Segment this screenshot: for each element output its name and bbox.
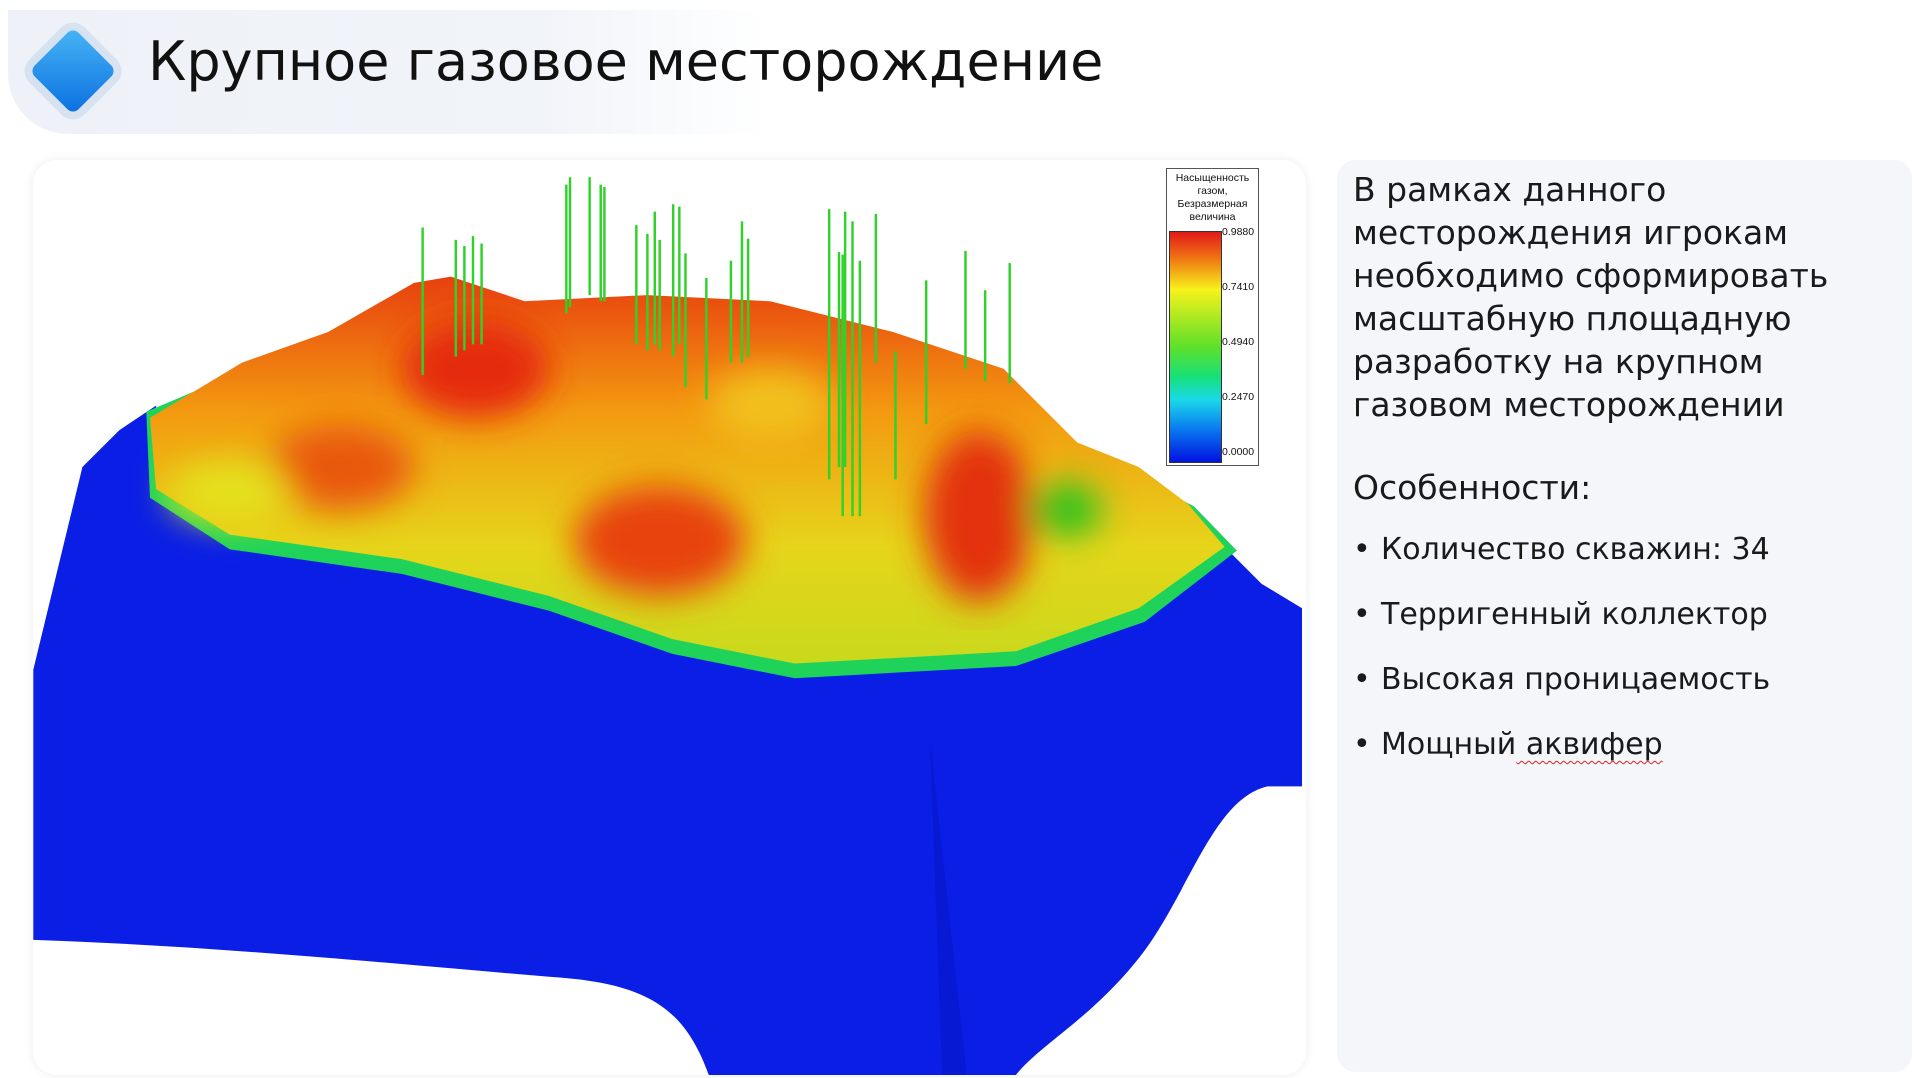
legend: Насыщенность газом, Безразмерная величин…: [1166, 168, 1259, 466]
feature-text: Мощный аквифер: [1381, 727, 1663, 762]
colorbar: [1169, 231, 1222, 463]
legend-title-line: Насыщенность: [1175, 172, 1250, 184]
legend-title: Насыщенность газом, Безразмерная величин…: [1167, 169, 1258, 224]
feature-item: Терригенный коллектор: [1353, 597, 1770, 662]
features-list: Количество скважин: 34 Терригенный коллек…: [1353, 532, 1770, 792]
header-band: [8, 10, 768, 134]
feature-text: Высокая проницаемость: [1381, 662, 1771, 697]
feature-item: Количество скважин: 34: [1353, 532, 1770, 597]
legend-tick: 0.2470: [1222, 391, 1255, 403]
legend-tick: 0.0000: [1222, 446, 1255, 458]
feature-text: Количество скважин: 34: [1381, 532, 1770, 567]
legend-title-line: Безразмерная: [1177, 198, 1248, 210]
legend-title-line: газом,: [1197, 185, 1228, 197]
features-title: Особенности:: [1353, 468, 1592, 507]
reservoir-render: [33, 177, 1303, 1075]
feature-text: Терригенный коллектор: [1381, 597, 1768, 632]
legend-tick: 0.9880: [1222, 226, 1255, 238]
legend-tick: 0.7410: [1222, 281, 1255, 293]
legend-title-line: величина: [1189, 211, 1236, 223]
slide-title: Крупное газовое месторождение: [148, 30, 1104, 93]
saturation-highlights: [168, 319, 1102, 603]
text-panel: В рамках данного месторождения игрокам н…: [1337, 160, 1912, 1072]
water-zone: [33, 405, 1303, 1075]
feature-item: Высокая проницаемость: [1353, 662, 1770, 727]
reservoir-image: Насыщенность газом, Безразмерная величин…: [33, 160, 1306, 1075]
description: В рамках данного месторождения игрокам н…: [1353, 170, 1829, 424]
legend-tick: 0.4940: [1222, 336, 1255, 348]
wells: [421, 177, 1011, 517]
feature-item: Мощный аквифер: [1353, 727, 1770, 792]
